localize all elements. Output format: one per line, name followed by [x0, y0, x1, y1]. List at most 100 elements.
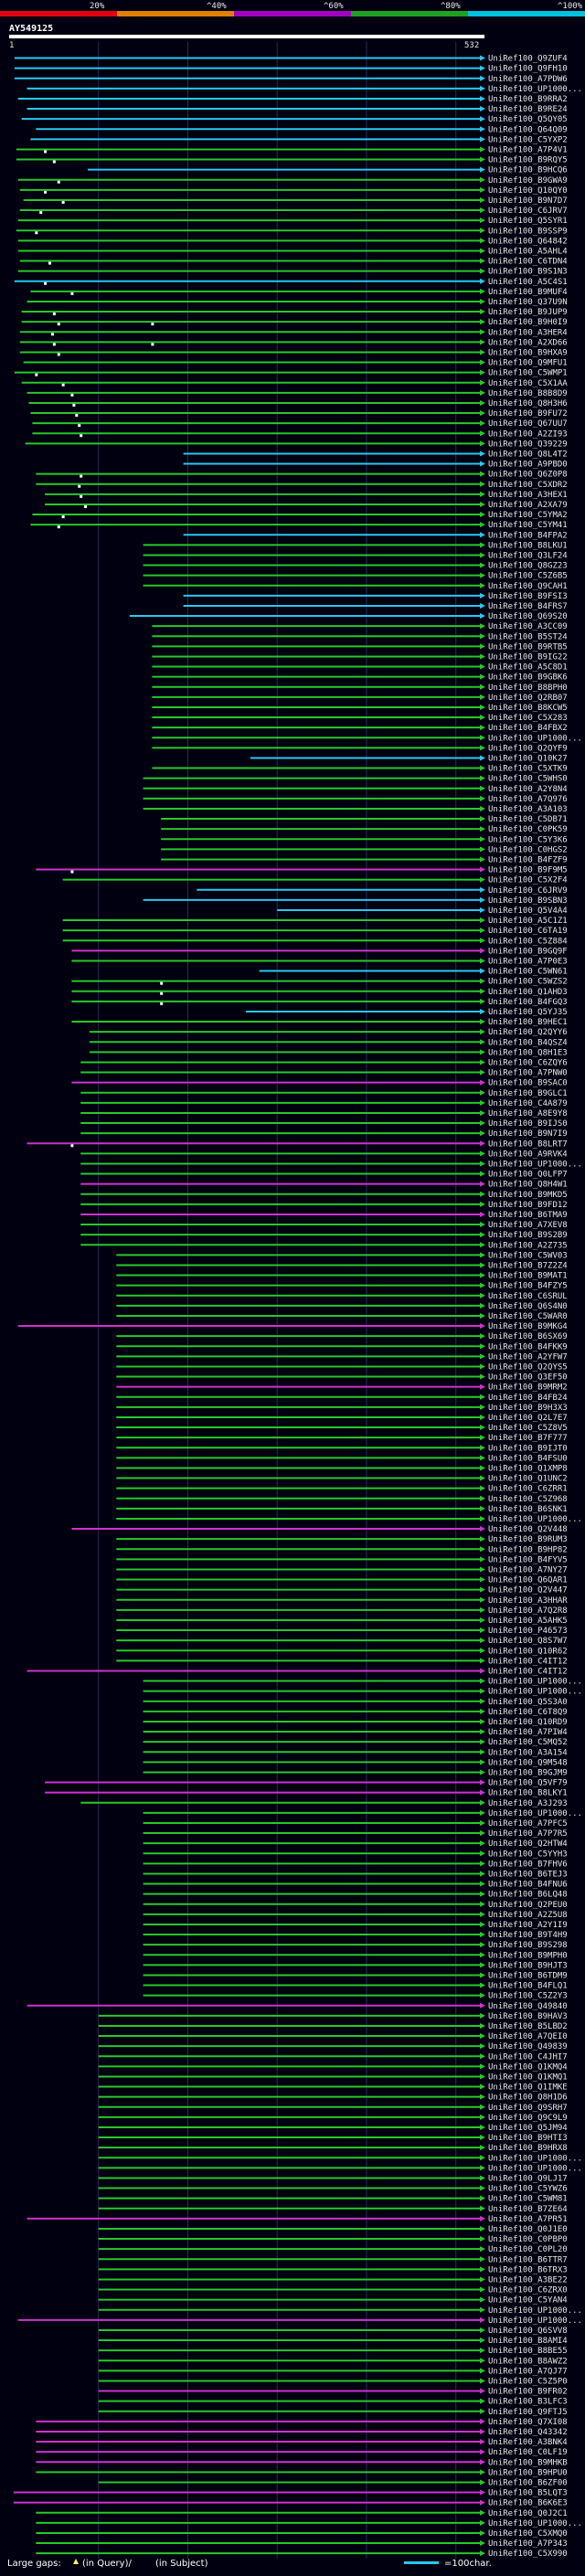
hit-label: UniRef100_B9MAT1: [488, 1272, 568, 1281]
hit-row: UniRef100_Q5VF79: [45, 1779, 568, 1788]
hit-row: UniRef100_B9F9M5: [36, 866, 568, 875]
hit-arrowhead-icon: [480, 2499, 485, 2506]
hit-label: UniRef100_A7P0E3: [488, 957, 568, 966]
hit-row: UniRef100_A3A103: [143, 805, 568, 814]
hit-arrowhead-icon: [480, 2195, 485, 2201]
hit-row: UniRef100_UP1000...: [98, 2164, 582, 2173]
hit-arrowhead-icon: [480, 2205, 485, 2211]
hit-label: UniRef100_A2YFW7: [488, 1352, 568, 1362]
hit-arrowhead-icon: [480, 2358, 485, 2364]
hit-row: UniRef100_C6SRUL: [116, 1292, 568, 1301]
hit-arrowhead-icon: [480, 643, 485, 650]
hit-arrowhead-icon: [480, 1455, 485, 1461]
gap-marker: [70, 393, 74, 397]
hit-arrowhead-icon: [480, 65, 485, 71]
gap-marker: [151, 323, 154, 326]
hit-arrowhead-icon: [480, 2519, 485, 2526]
hit-arrowhead-icon: [480, 2388, 485, 2394]
hit-arrowhead-icon: [480, 1161, 485, 1167]
hit-arrowhead-icon: [480, 2215, 485, 2221]
hit-label: UniRef100_B9F9M5: [488, 866, 568, 875]
hit-label: UniRef100_B9GJM9: [488, 1768, 568, 1777]
hit-row: UniRef100_Q1IMKE: [98, 2083, 568, 2093]
hit-label: UniRef100_A9RVK4: [488, 1150, 568, 1159]
hit-arrowhead-icon: [480, 1171, 485, 1177]
legend-large-gaps: Large gaps:: [7, 2559, 61, 2569]
hit-arrowhead-icon: [480, 1911, 485, 1917]
hit-arrowhead-icon: [480, 1942, 485, 1948]
hit-row: UniRef100_C6T8Q9: [143, 1708, 568, 1717]
hit-arrowhead-icon: [480, 1069, 485, 1076]
hit-label: UniRef100_B6TEJ3: [488, 1870, 568, 1879]
hit-label: UniRef100_B6LQ48: [488, 1891, 568, 1900]
hit-row: UniRef100_B9RUM3: [116, 1535, 568, 1544]
hit-row: UniRef100_Q2QYS5: [116, 1362, 568, 1372]
hit-label: UniRef100_B9S1N3: [488, 268, 568, 277]
hit-label: UniRef100_Q9SRH7: [488, 2104, 568, 2113]
hit-arrowhead-icon: [480, 2529, 485, 2536]
hit-row: UniRef100_A7PDW6: [14, 75, 568, 84]
hit-arrowhead-icon: [480, 1729, 485, 1735]
hit-arrowhead-icon: [480, 2408, 485, 2414]
hit-arrowhead-icon: [480, 1039, 485, 1045]
hit-arrowhead-icon: [480, 2398, 485, 2404]
gap-marker: [160, 991, 164, 995]
hit-arrowhead-icon: [480, 2175, 485, 2181]
hit-row: UniRef100_B6TTR7: [98, 2255, 568, 2264]
hit-arrowhead-icon: [480, 795, 485, 801]
hit-label: UniRef100_Q0J2C1: [488, 2509, 568, 2518]
hit-arrowhead-icon: [480, 2327, 485, 2333]
hit-row: UniRef100_B3LFC3: [98, 2398, 568, 2407]
hit-arrowhead-icon: [480, 288, 485, 294]
hit-row: UniRef100_A2Y1I9: [143, 1921, 568, 1930]
hit-label: UniRef100_B9FR02: [488, 2388, 568, 2397]
hit-row: UniRef100_B9SAC0: [71, 1079, 568, 1088]
hit-arrowhead-icon: [480, 1658, 485, 1664]
hit-label: UniRef100_C5MQ52: [488, 1738, 568, 1747]
hit-row: UniRef100_A7XEV8: [80, 1221, 568, 1230]
hit-row: UniRef100_B9MUF4: [30, 288, 568, 297]
hit-arrowhead-icon: [480, 1972, 485, 1978]
hit-row: UniRef100_A2XA79: [45, 501, 568, 510]
gap-marker: [151, 343, 154, 346]
hit-label: UniRef100_B9HJT3: [488, 1961, 568, 1970]
hit-label: UniRef100_B9HAV3: [488, 2012, 568, 2021]
hit-row: UniRef100_C5YYH3: [143, 1850, 568, 1859]
hit-label: UniRef100_A3A154: [488, 1748, 568, 1757]
hit-arrowhead-icon: [480, 1130, 485, 1137]
hit-row: UniRef100_B4FNU6: [143, 1881, 568, 1890]
hit-label: UniRef100_C5Z2Y3: [488, 1992, 568, 2001]
hit-label: UniRef100_Q2L7E7: [488, 1414, 568, 1423]
gap-marker: [160, 1002, 164, 1005]
hit-arrowhead-icon: [480, 1373, 485, 1380]
hit-arrowhead-icon: [480, 552, 485, 558]
hit-label: UniRef100_Q10QY0: [488, 186, 568, 196]
hit-label: UniRef100_Q2QYF9: [488, 744, 568, 753]
hit-arrowhead-icon: [480, 826, 485, 832]
hit-row: UniRef100_Q9FH10: [14, 65, 568, 74]
hit-arrowhead-icon: [480, 1404, 485, 1410]
hit-arrowhead-icon: [480, 785, 485, 791]
hit-arrowhead-icon: [480, 755, 485, 761]
hit-label: UniRef100_B9HTI3: [488, 2134, 568, 2143]
hit-row: UniRef100_UP1000...: [143, 1809, 582, 1818]
hit-label: UniRef100_A2XD66: [488, 338, 568, 347]
hit-row: UniRef100_A2YFW7: [116, 1352, 568, 1362]
hit-row: UniRef100_C0LF19: [36, 2448, 568, 2457]
hit-label: UniRef100_Q5SYR1: [488, 217, 568, 226]
hit-label: UniRef100_Q8H3H6: [488, 399, 568, 408]
hit-arrowhead-icon: [480, 238, 485, 244]
hit-arrowhead-icon: [480, 572, 485, 578]
hit-label: UniRef100_B9MPH0: [488, 1951, 568, 1960]
hit-row: UniRef100_C5Z2Y3: [143, 1992, 568, 2001]
hit-row: UniRef100_A9PBD0: [183, 461, 568, 470]
hit-arrowhead-icon: [480, 389, 485, 396]
hit-label: UniRef100_A7PDW6: [488, 75, 568, 84]
hit-row: UniRef100_Q64842: [17, 237, 568, 246]
hit-label: UniRef100_C5XMQ0: [488, 2529, 568, 2539]
hit-arrowhead-icon: [480, 1191, 485, 1197]
hit-row: UniRef100_B4FB24: [116, 1394, 568, 1403]
hit-row: UniRef100_B9GLC1: [80, 1089, 568, 1098]
hit-arrowhead-icon: [480, 532, 485, 538]
hit-arrowhead-icon: [480, 968, 485, 974]
